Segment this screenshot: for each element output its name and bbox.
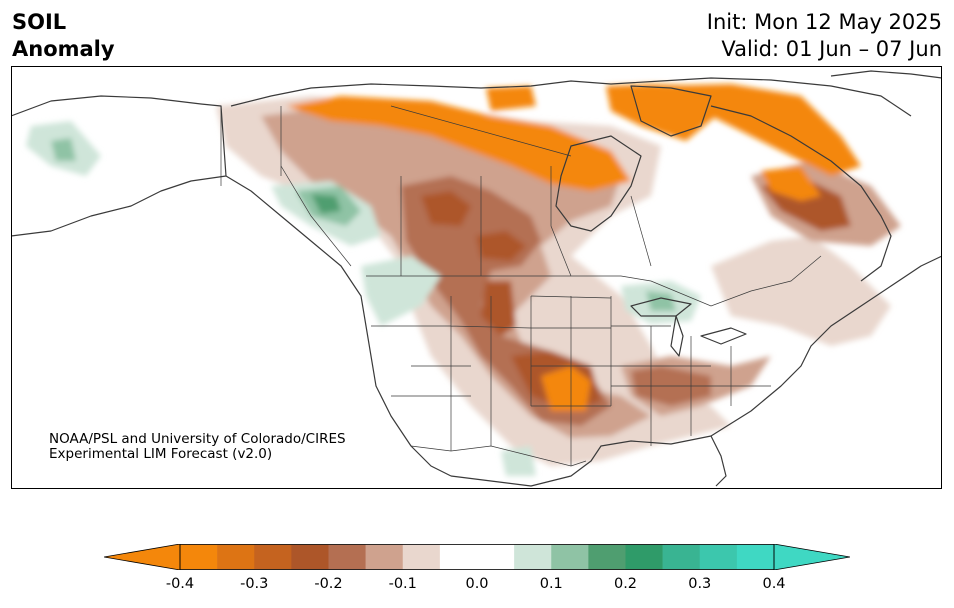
- wet-mid-glakes: [646, 291, 676, 311]
- greenland-coast: [830, 70, 942, 79]
- us-states-west: [371, 296, 532, 451]
- colorbar-bin: [217, 544, 255, 570]
- colorbar-over-arrow: [773, 544, 850, 570]
- manitoba-ontario: [550, 166, 572, 277]
- colorbar-bin: [699, 544, 738, 570]
- colorbar: [104, 544, 850, 570]
- dry-max-ok: [541, 366, 591, 411]
- title-line-2: Anomaly: [12, 37, 115, 61]
- colorbar-bin: [514, 544, 552, 570]
- colorbar-bin: [402, 544, 441, 570]
- valid-dates: Valid: 01 Jun – 07 Jun: [721, 37, 942, 61]
- wet-faint-pnw: [361, 256, 441, 326]
- forecast-dates: Init: Mon 12 May 2025 Valid: 01 Jun – 07…: [707, 9, 942, 63]
- dry-faint-east: [711, 236, 891, 346]
- colorbar-bin: [662, 544, 701, 570]
- colorbar-bin: [736, 544, 775, 570]
- bc-alberta: [280, 165, 352, 267]
- dry-strong-center: [421, 191, 471, 226]
- colorbar-tick-label: 0.0: [465, 576, 489, 592]
- mexico-gulf-coast: [450, 255, 942, 487]
- colorbar-tick-label: 0.2: [613, 576, 638, 592]
- colorbar-bin: [439, 544, 478, 570]
- credit-line-2: Experimental LIM Forecast (v2.0): [49, 446, 273, 462]
- dry-max-labrador: [651, 84, 861, 176]
- colorbar-bin: [328, 544, 366, 570]
- dry-strong-plains: [481, 281, 516, 336]
- us-states-east: [611, 325, 771, 446]
- us-states-central: [530, 295, 612, 466]
- labrador-coast: [710, 105, 892, 282]
- colorbar-ticks: -0.4 -0.3 -0.2 -0.1 0.0 0.1 0.2 0.3 0.4: [0, 576, 954, 598]
- wet-strong-bc: [311, 194, 341, 214]
- colorbar-bin: [180, 544, 218, 570]
- anomaly-shading: [26, 84, 901, 476]
- title-line-1: SOIL: [12, 10, 67, 34]
- colorbar-tick-label: 0.1: [539, 576, 563, 592]
- political-borders: [220, 105, 822, 467]
- colorbar-tick-label: -0.3: [240, 576, 269, 592]
- us-canada-border: [366, 255, 822, 307]
- dry-max-north: [286, 96, 631, 191]
- colorbar-tick-label: -0.4: [165, 576, 195, 592]
- map-title: SOIL Anomaly: [12, 9, 115, 63]
- colorbar-tick-label: -0.1: [388, 576, 417, 592]
- dry-max-baffin: [486, 86, 536, 111]
- anomaly-map: [11, 66, 942, 489]
- great-lake-erie: [700, 327, 747, 345]
- baffin-island: [630, 85, 712, 137]
- wet-mid-alaska: [51, 138, 76, 161]
- great-lake-superior: [630, 297, 692, 317]
- colorbar-bin: [254, 544, 292, 570]
- colorbar-tick-label: 0.3: [688, 576, 712, 592]
- colorbar-bin: [625, 544, 663, 570]
- colorbar-bin: [551, 544, 589, 570]
- init-date: Init: Mon 12 May 2025: [706, 10, 942, 34]
- arctic-coast: [230, 77, 912, 117]
- colorbar-bin: [588, 544, 626, 570]
- data-credit: NOAA/PSL and University of Colorado/CIRE…: [49, 432, 346, 462]
- colorbar-bin: [477, 544, 515, 570]
- florida: [710, 435, 727, 487]
- colorbar-tick-label: 0.4: [762, 576, 786, 592]
- nwt-border: [220, 105, 572, 186]
- colorbar-bin: [291, 544, 329, 570]
- great-lake-michigan: [670, 315, 684, 357]
- wet-faint-texas: [501, 446, 536, 476]
- dry-max-quebec: [761, 166, 821, 201]
- us-mexico-border: [410, 445, 587, 467]
- colorbar-under-arrow: [104, 544, 181, 570]
- colorbar-bins: [180, 544, 775, 570]
- colorbar-bin: [365, 544, 404, 570]
- credit-line-1: NOAA/PSL and University of Colorado/CIRE…: [49, 431, 346, 447]
- dry-strong-sk: [476, 231, 526, 261]
- colorbar-tick-label: -0.2: [314, 576, 343, 592]
- colorbar-frame: [179, 544, 775, 570]
- hudson-bay: [555, 135, 642, 232]
- quebec-ontario: [630, 195, 652, 267]
